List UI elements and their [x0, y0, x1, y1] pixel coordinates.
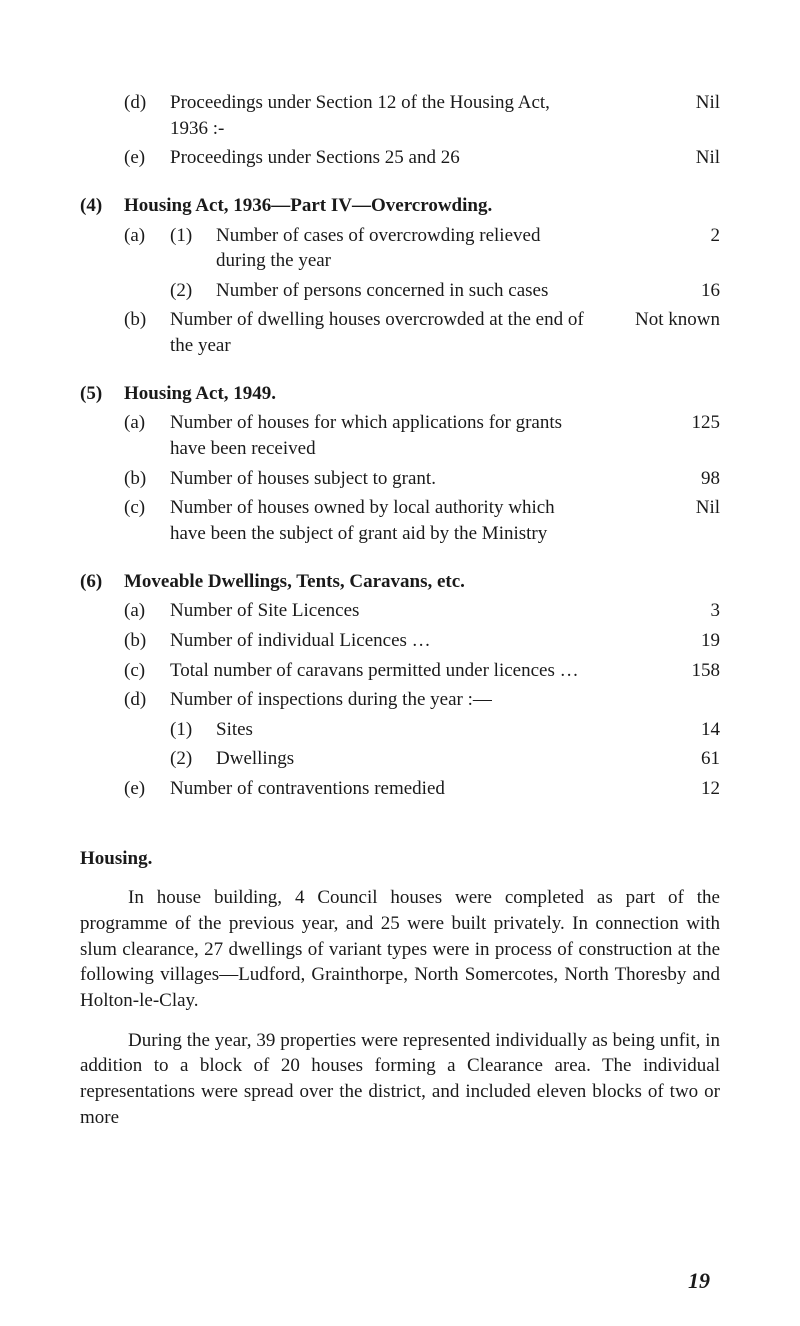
item-6d2: (2) Dwellings 61	[80, 746, 720, 772]
housing-p1: In house building, 4 Council houses were…	[80, 885, 720, 1013]
item-4a2: (2) Number of persons concerned in such …	[80, 278, 720, 304]
label-e: (e)	[124, 145, 170, 171]
item-6a: (a) Number of Site Licences 3	[80, 598, 720, 624]
text-4a1: Number of cases of overcrowding relieved…	[216, 223, 600, 274]
item-4b: (b) Number of dwelling houses overcrowde…	[80, 307, 720, 358]
text-4a2: Number of persons concerned in such case…	[216, 278, 600, 304]
housing-heading: Housing.	[80, 846, 720, 872]
text-5c: Number of houses owned by local authorit…	[170, 495, 600, 546]
num-4: (4)	[80, 193, 124, 219]
val-4b: Not known	[600, 307, 720, 333]
val-d: Nil	[600, 90, 720, 116]
label-d: (d)	[124, 90, 170, 116]
val-6e: 12	[600, 776, 720, 802]
text-d: Proceedings under Section 12 of the Hous…	[170, 90, 600, 141]
text-6b: Number of individual Licences …	[170, 628, 600, 654]
text-5b: Number of houses subject to grant.	[170, 466, 600, 492]
label-6b: (b)	[124, 628, 170, 654]
val-6a: 3	[600, 598, 720, 624]
num-6: (6)	[80, 569, 124, 595]
item-6d: (d) Number of inspections during the yea…	[80, 687, 720, 713]
val-4a1: 2	[600, 223, 720, 249]
label-6d1: (1)	[170, 717, 216, 743]
item-6e: (e) Number of contraventions remedied 12	[80, 776, 720, 802]
val-6d1: 14	[600, 717, 720, 743]
text-6d1: Sites	[216, 717, 600, 743]
title-5: Housing Act, 1949.	[124, 381, 600, 407]
item-6c: (c) Total number of caravans permitted u…	[80, 658, 720, 684]
val-6c: 158	[600, 658, 720, 684]
text-6e: Number of contraventions remedied	[170, 776, 600, 802]
label-6e: (e)	[124, 776, 170, 802]
label-4a2: (2)	[170, 278, 216, 304]
label-6d2: (2)	[170, 746, 216, 772]
page-number: 19	[688, 1266, 710, 1296]
text-6d: Number of inspections during the year :—	[170, 687, 600, 713]
label-6c: (c)	[124, 658, 170, 684]
label-4a1: (1)	[170, 223, 216, 249]
item-4a1: (a) (1) Number of cases of overcrowding …	[80, 223, 720, 274]
text-6d2: Dwellings	[216, 746, 600, 772]
label-5a: (a)	[124, 410, 170, 436]
val-4a2: 16	[600, 278, 720, 304]
housing-p2: During the year, 39 properties were repr…	[80, 1028, 720, 1131]
val-6d2: 61	[600, 746, 720, 772]
title-6: Moveable Dwellings, Tents, Caravans, etc…	[124, 569, 600, 595]
section-4-heading: (4) Housing Act, 1936—Part IV—Overcrowdi…	[80, 193, 720, 219]
title-4: Housing Act, 1936—Part IV—Overcrowding.	[124, 193, 600, 219]
text-5a: Number of houses for which applications …	[170, 410, 600, 461]
val-5b: 98	[600, 466, 720, 492]
label-6a: (a)	[124, 598, 170, 624]
item-5c: (c) Number of houses owned by local auth…	[80, 495, 720, 546]
item-5b: (b) Number of houses subject to grant. 9…	[80, 466, 720, 492]
text-4b: Number of dwelling houses overcrowded at…	[170, 307, 600, 358]
label-4a: (a)	[124, 223, 170, 249]
section-5-heading: (5) Housing Act, 1949.	[80, 381, 720, 407]
page: (d) Proceedings under Section 12 of the …	[0, 0, 800, 1326]
text-6a: Number of Site Licences	[170, 598, 600, 624]
text-e: Proceedings under Sections 25 and 26	[170, 145, 600, 171]
item-e: (e) Proceedings under Sections 25 and 26…	[80, 145, 720, 171]
label-4b: (b)	[124, 307, 170, 333]
val-5a: 125	[600, 410, 720, 436]
num-5: (5)	[80, 381, 124, 407]
label-6d: (d)	[124, 687, 170, 713]
text-6c: Total number of caravans permitted under…	[170, 658, 600, 684]
val-6b: 19	[600, 628, 720, 654]
val-5c: Nil	[600, 495, 720, 521]
label-5c: (c)	[124, 495, 170, 521]
val-e: Nil	[600, 145, 720, 171]
label-5b: (b)	[124, 466, 170, 492]
item-d: (d) Proceedings under Section 12 of the …	[80, 90, 720, 141]
item-6d1: (1) Sites 14	[80, 717, 720, 743]
section-6-heading: (6) Moveable Dwellings, Tents, Caravans,…	[80, 569, 720, 595]
item-5a: (a) Number of houses for which applicati…	[80, 410, 720, 461]
item-6b: (b) Number of individual Licences … 19	[80, 628, 720, 654]
